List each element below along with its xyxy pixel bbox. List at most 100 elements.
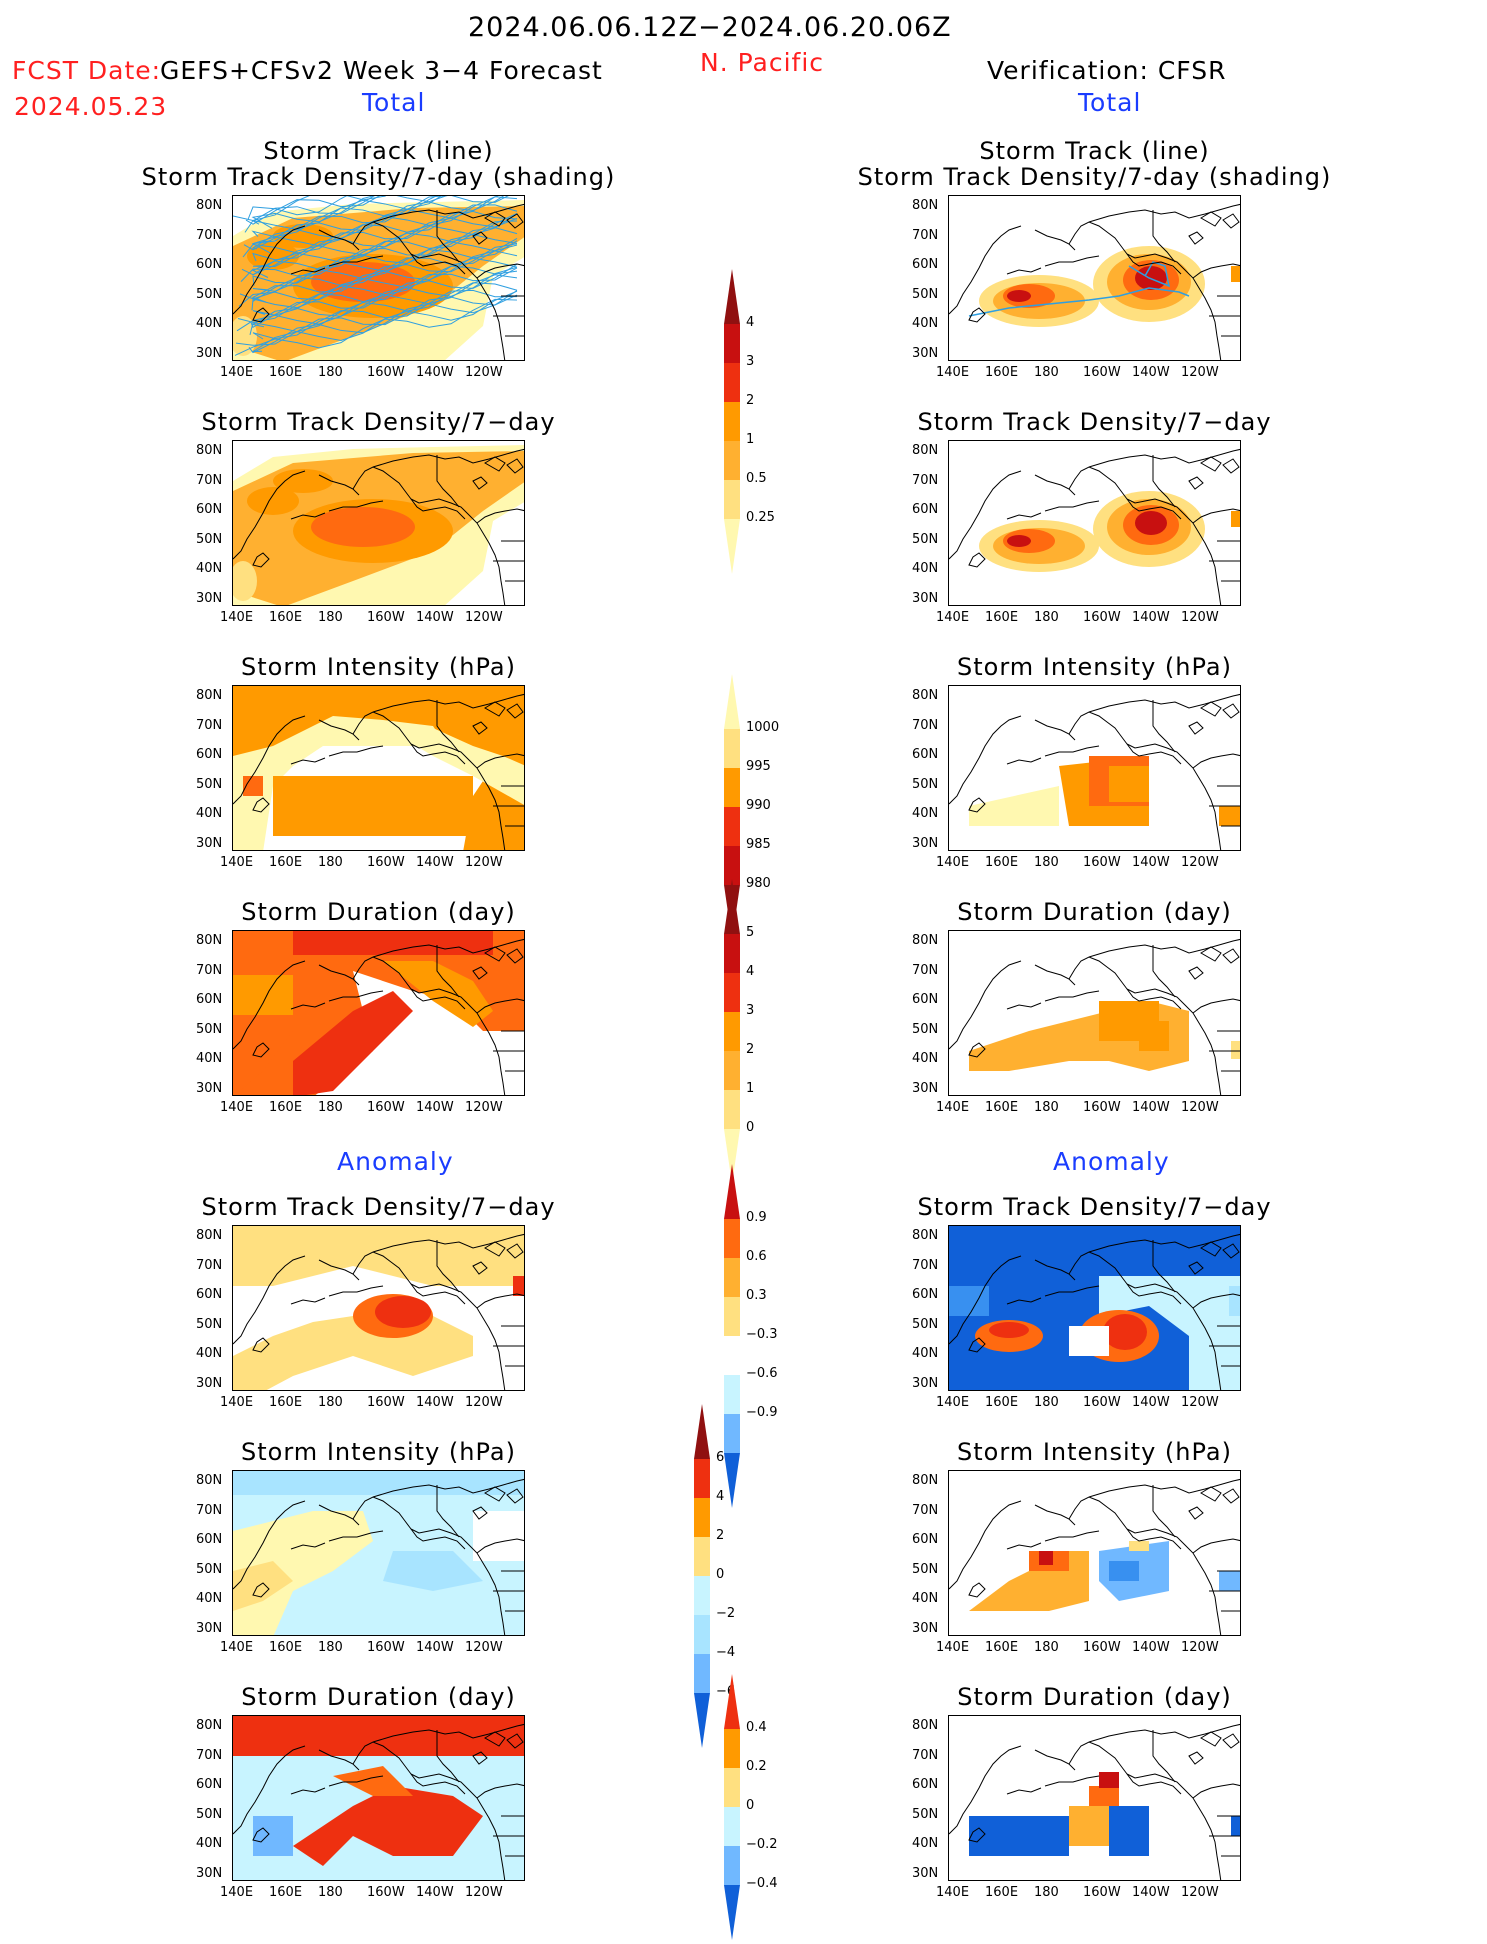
panel-title: Storm Duration (day) [241, 1683, 516, 1711]
coastline [372, 1723, 524, 1743]
coastline [968, 1582, 986, 1598]
colorbar-segment [724, 1258, 740, 1297]
colorbar-segment [724, 1375, 740, 1414]
coastline [233, 1745, 306, 1835]
shade-region [311, 507, 415, 547]
coastline [290, 1787, 326, 1795]
lat-label: 40N [912, 1591, 939, 1606]
coastline [318, 1749, 360, 1771]
colorbar-label: 4 [746, 964, 755, 979]
coastline [484, 1241, 506, 1257]
colorbar-segment [724, 934, 740, 973]
coastline [1044, 500, 1100, 512]
lat-label: 80N [196, 1228, 223, 1243]
coastline [1068, 466, 1182, 520]
panel-title: Storm Track (line) [263, 137, 494, 165]
coastline [472, 476, 488, 490]
coastline [1034, 719, 1076, 741]
coastline [472, 1506, 488, 1520]
lon-label: 160E [269, 855, 303, 870]
period-title: 2024.06.06.12Z−2024.06.20.06Z [468, 12, 952, 43]
coastline [1034, 964, 1076, 986]
lon-label: 160E [985, 365, 1019, 380]
lon-label: 180 [318, 1395, 343, 1410]
coastline [1192, 1538, 1240, 1554]
lat-label: 60N [912, 1532, 939, 1547]
panel-title: Storm Intensity (hPa) [241, 653, 516, 681]
coastline [1152, 1485, 1176, 1538]
coastline [484, 1731, 506, 1747]
coastline [1222, 703, 1240, 719]
coastline [1152, 1240, 1176, 1293]
map-panel-fa_int [232, 1470, 525, 1636]
coastline [1088, 1233, 1240, 1253]
shade-region [247, 242, 299, 270]
shade-region [1103, 1314, 1147, 1350]
lon-label: 160W [1083, 855, 1121, 870]
storm-track-line [1128, 261, 1171, 288]
storm-track-line [252, 234, 518, 286]
colorbar-cap [724, 269, 740, 324]
lat-label: 80N [912, 1473, 939, 1488]
shade-cell [233, 1471, 524, 1495]
storm-track-line [236, 274, 518, 332]
lat-label: 60N [912, 1777, 939, 1792]
coastline [506, 1733, 524, 1749]
coastline [328, 255, 384, 267]
lat-label: 70N [912, 1747, 939, 1763]
lon-label: 140E [220, 365, 254, 380]
coastline [1192, 1293, 1240, 1309]
shade-cell [1231, 266, 1240, 282]
lon-label: 180 [318, 1640, 343, 1655]
shade-region [233, 1316, 473, 1390]
coastline [372, 1233, 524, 1253]
lat-label: 70N [912, 1257, 939, 1273]
shade-region [1135, 511, 1167, 535]
coastline [1188, 1261, 1204, 1275]
lat-label: 50N [196, 1561, 223, 1577]
lon-label: 160E [985, 1395, 1019, 1410]
coastline [1068, 221, 1182, 275]
colorbar-segment [724, 1336, 740, 1375]
coastline [1188, 476, 1204, 490]
coastline [1044, 1530, 1100, 1542]
coastline [233, 960, 306, 1050]
colorbar-label: −0.6 [746, 1366, 778, 1381]
panel-title: Storm Duration (day) [241, 898, 516, 926]
lat-label: 50N [196, 286, 223, 302]
lon-label: 140E [220, 1640, 254, 1655]
lon-label: 140E [220, 1885, 254, 1900]
lat-label: 70N [196, 472, 223, 488]
shade-region [233, 716, 453, 850]
shade-region [233, 686, 524, 850]
lon-label: 160W [367, 1395, 405, 1410]
colorbar-label: 0.9 [746, 1210, 767, 1225]
lat-label: 30N [912, 1865, 939, 1881]
coastline [506, 1243, 524, 1259]
storm-track-line [251, 290, 518, 353]
coastline [436, 210, 460, 263]
colorbar-segment [724, 1090, 740, 1129]
map-panel-f_int [232, 685, 525, 851]
lat-label: 60N [196, 1777, 223, 1792]
storm-track-line [251, 196, 448, 229]
shade-cell [1109, 766, 1149, 802]
lon-label: 120W [1181, 855, 1219, 870]
storm-track-line [240, 227, 518, 282]
lon-label: 140W [416, 610, 454, 625]
lon-label: 160E [985, 1885, 1019, 1900]
coastline [233, 470, 306, 560]
coastline [233, 1255, 306, 1345]
lon-label: 160W [367, 1100, 405, 1115]
storm-track-line [252, 289, 518, 340]
coastline [1088, 203, 1240, 223]
lat-label: 30N [196, 345, 223, 361]
shade-region [293, 1786, 483, 1866]
lon-label: 120W [1181, 610, 1219, 625]
map-panel-f_dens [232, 440, 525, 606]
lon-label: 140W [416, 1100, 454, 1115]
lon-label: 140E [220, 1100, 254, 1115]
lon-label: 160E [985, 855, 1019, 870]
lon-label: 120W [465, 855, 503, 870]
shade-region [233, 561, 257, 601]
